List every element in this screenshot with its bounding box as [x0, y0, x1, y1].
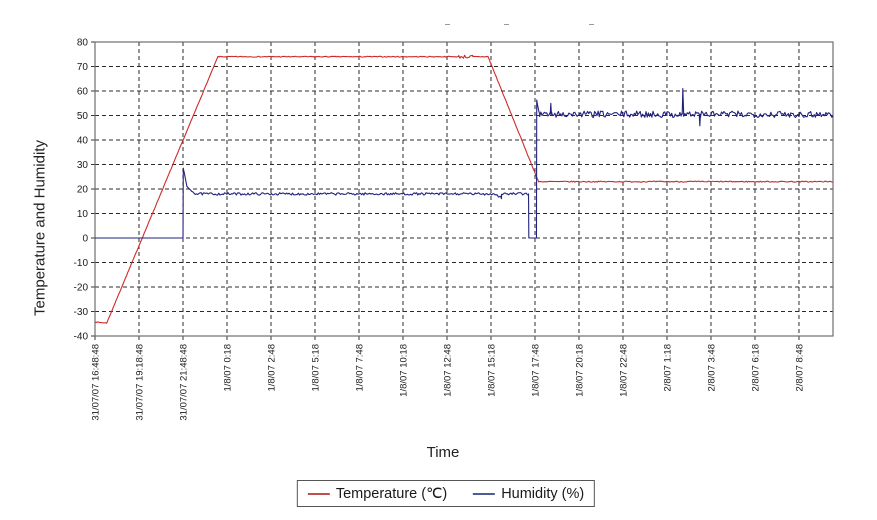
x-tick-label: 31/07/07 19:18:48: [134, 344, 145, 421]
x-tick-label: 1/8/07 2:48: [266, 344, 277, 392]
legend-item-temperature: Temperature (℃): [307, 485, 448, 502]
x-tick-label: 1/8/07 10:18: [398, 344, 409, 397]
y-tick-label: -30: [74, 307, 89, 318]
y-tick-label: -10: [74, 258, 89, 269]
y-tick-label: 60: [77, 87, 89, 98]
x-tick-label: 2/8/07 1:18: [662, 344, 673, 392]
y-axis-title: Temperature and Humidity: [31, 140, 49, 316]
top-artifact-mark: [445, 24, 450, 25]
y-tick-label: 80: [77, 38, 89, 49]
y-tick-label: 20: [77, 185, 89, 196]
y-tick-label: 10: [77, 209, 89, 220]
x-tick-label: 31/07/07 21:48:48: [178, 344, 189, 421]
y-tick-label: 70: [77, 62, 89, 73]
legend: Temperature (℃) Humidity (%): [296, 480, 596, 507]
temperature-line: [94, 54, 834, 324]
x-tick-label: 1/8/07 5:18: [310, 344, 321, 392]
humidity-line: [95, 88, 834, 239]
temperature-line-swatch: [307, 492, 330, 495]
legend-item-humidity: Humidity (%): [473, 486, 584, 502]
humidity-line-swatch: [473, 492, 496, 495]
y-tick-label: 50: [77, 111, 89, 122]
x-tick-label: 1/8/07 0:18: [222, 344, 233, 392]
x-tick-label: 2/8/07 6:18: [750, 344, 761, 392]
top-artifact-mark: [504, 24, 509, 25]
x-tick-label: 1/8/07 22:48: [618, 344, 629, 397]
x-tick-label: 1/8/07 7:48: [354, 344, 365, 392]
y-tick-label: -40: [74, 332, 89, 343]
legend-label-humidity: Humidity (%): [501, 485, 585, 502]
x-tick-label: 1/8/07 12:48: [442, 344, 453, 397]
x-tick-label: 1/8/07 20:18: [574, 344, 585, 397]
y-tick-label: 0: [82, 234, 88, 245]
x-tick-label: 1/8/07 17:48: [530, 344, 541, 397]
x-tick-label: 31/07/07 16:48:48: [91, 344, 102, 421]
y-tick-label: 40: [77, 136, 89, 147]
legend-label-temperature: Temperature (℃): [335, 485, 448, 502]
y-tick-label: -20: [74, 283, 89, 294]
x-tick-label: 1/8/07 15:18: [486, 344, 497, 397]
x-tick-label: 2/8/07 3:48: [706, 344, 717, 392]
plot-border: [94, 41, 834, 337]
x-axis-title: Time: [426, 444, 460, 461]
top-artifact-mark: [589, 24, 594, 25]
x-tick-label: 2/8/07 8:48: [794, 344, 805, 392]
y-tick-label: 30: [77, 160, 89, 171]
